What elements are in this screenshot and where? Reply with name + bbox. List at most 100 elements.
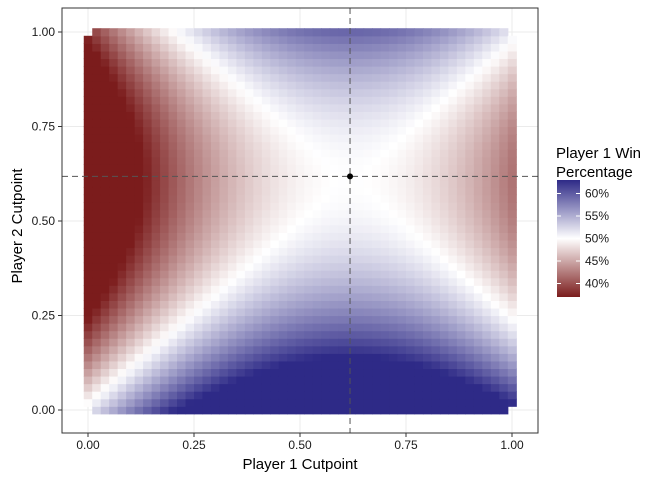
heatmap-cell (270, 270, 280, 279)
heatmap-cell (372, 338, 382, 347)
heatmap-cell (168, 323, 178, 332)
heatmap-cell (346, 323, 356, 332)
heatmap-cell (202, 368, 212, 377)
heatmap-cell (355, 194, 365, 203)
heatmap-cell (151, 277, 161, 286)
heatmap-cell (456, 232, 466, 241)
heatmap-cell (414, 202, 424, 211)
heatmap-cell (338, 209, 348, 218)
heatmap-cell (389, 50, 399, 60)
heatmap-cell (439, 330, 449, 339)
heatmap-cell (194, 35, 204, 44)
heatmap-cell (253, 330, 263, 339)
heatmap-cell (244, 209, 254, 218)
heatmap-cell (109, 398, 119, 407)
heatmap-cell (448, 345, 458, 354)
heatmap-cell (507, 209, 517, 218)
heatmap-cell (100, 315, 110, 324)
heatmap-cell (160, 43, 170, 52)
heatmap-cell (397, 323, 407, 332)
heatmap-cell (83, 247, 93, 256)
heatmap-cell (329, 375, 339, 385)
heatmap-cell (397, 300, 407, 309)
heatmap-cell (261, 368, 271, 377)
heatmap-cell (456, 277, 466, 286)
heatmap-cell (83, 255, 93, 264)
heatmap-cell (194, 239, 204, 249)
heatmap-cell (168, 383, 178, 392)
heatmap-cell (439, 149, 449, 158)
heatmap-cell (177, 134, 187, 143)
heatmap-cell (414, 58, 424, 67)
heatmap-cell (92, 126, 102, 135)
panel-border (61, 7, 539, 434)
heatmap-cell (261, 338, 271, 347)
heatmap-cell (295, 277, 305, 286)
heatmap-cell (83, 81, 93, 90)
heatmap-cell (210, 88, 221, 97)
heatmap-cell (346, 194, 356, 203)
heatmap-cell (160, 164, 170, 173)
heatmap-cell (448, 375, 458, 385)
heatmap-cell (456, 247, 466, 256)
heatmap-cell (380, 202, 390, 211)
heatmap-cell (143, 28, 153, 37)
heatmap-cell (219, 300, 229, 309)
heatmap-cell (448, 247, 458, 256)
heatmap-cell (414, 88, 424, 97)
heatmap-cell (185, 368, 195, 377)
heatmap-cell (261, 141, 271, 150)
heatmap-cell (329, 111, 339, 120)
heatmap-cell (490, 209, 500, 218)
heatmap-cell (380, 262, 390, 271)
heatmap-cell (92, 58, 102, 67)
heatmap-cell (312, 73, 322, 82)
heatmap-cell (363, 88, 373, 97)
heatmap-cell (210, 111, 221, 120)
heatmap-cell (143, 149, 153, 158)
heatmap-cell (117, 375, 127, 385)
heatmap-cell (244, 186, 254, 196)
heatmap-cell (287, 360, 297, 370)
heatmap-cell (100, 156, 110, 165)
heatmap-cell (312, 383, 322, 392)
y-axis-title: Player 2 Cutpoint (9, 168, 26, 284)
heatmap-cell (210, 224, 221, 233)
heatmap-cell (210, 353, 221, 362)
heatmap-cell (473, 111, 483, 120)
heatmap-cell (372, 194, 382, 203)
heatmap-cell (499, 285, 509, 294)
heatmap-cell (126, 50, 136, 60)
heatmap-cell (312, 232, 322, 241)
heatmap-cell (397, 134, 407, 143)
heatmap-cell (100, 73, 110, 82)
heatmap-cell (210, 292, 221, 301)
heatmap-cell (134, 398, 144, 407)
heatmap-cell (456, 179, 466, 188)
heatmap-cell (456, 315, 466, 324)
heatmap-cell (329, 194, 339, 203)
heatmap-cell (355, 164, 365, 173)
heatmap-cell (109, 179, 119, 188)
heatmap-cell (456, 307, 466, 317)
heatmap-cell (304, 179, 314, 188)
heatmap-cell (414, 232, 424, 241)
heatmap-cell (134, 323, 144, 332)
heatmap-cell (202, 186, 212, 196)
heatmap-cell (219, 81, 229, 90)
heatmap-cell (448, 156, 458, 165)
equilibrium-point (347, 173, 354, 180)
heatmap-cell (507, 383, 517, 392)
heatmap-cell (219, 186, 229, 196)
heatmap-cell (406, 28, 416, 37)
heatmap-cell (507, 186, 517, 196)
heatmap-cell (117, 300, 127, 309)
heatmap-cell (126, 255, 136, 264)
heatmap-cell (117, 383, 127, 392)
heatmap-cell (355, 58, 365, 67)
heatmap-cell (380, 330, 390, 339)
heatmap-cell (92, 277, 102, 286)
heatmap-cell (414, 81, 424, 90)
heatmap-cell (456, 323, 466, 332)
heatmap-cell (355, 315, 365, 324)
